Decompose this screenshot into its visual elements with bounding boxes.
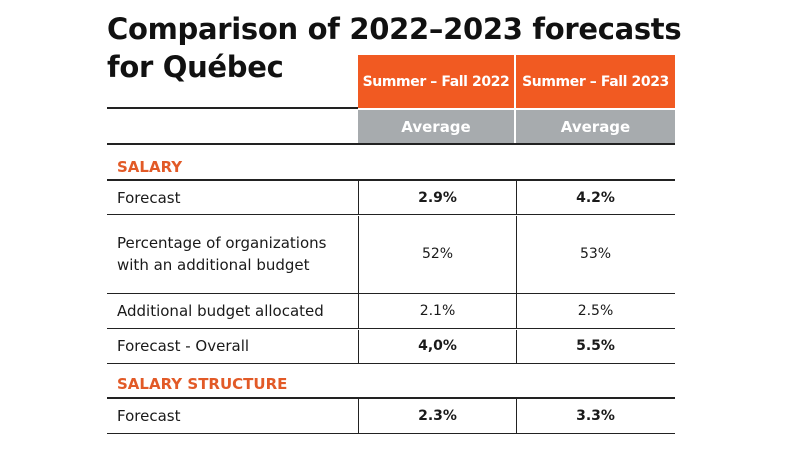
row-label: Percentage of organizations with an addi… [107,215,359,293]
row-label: Forecast - Overall [107,329,359,363]
row-label: Additional budget allocated [107,294,359,328]
row-label: Forecast [107,399,359,433]
cell: 3.3% [576,408,615,424]
cell: 53% [579,246,612,262]
table-row: Forecast 2.9% 4.2% [107,181,675,215]
cell: 2.3% [359,399,517,433]
table-row: Forecast - Overall 4,0% 5.5% [107,329,675,364]
cell: 5.5% [576,338,615,354]
subheader: Average [516,110,675,144]
cell: 2.1% [359,294,517,328]
column-header: Summer – Fall 2023 [516,55,675,108]
row-label: Forecast [107,181,359,214]
divider [107,397,675,399]
section-title-salary-structure: SALARY STRUCTURE [117,375,288,393]
cell: 52% [359,215,517,293]
divider [107,179,675,181]
divider [107,107,358,109]
table-row: Forecast 2.3% 3.3% [107,399,675,434]
subheader: Average [358,110,514,144]
table-row: Additional budget allocated 2.1% 2.5% [107,294,675,329]
divider [107,143,675,145]
column-header: Summer – Fall 2022 [358,55,514,108]
table-row: Percentage of organizations with an addi… [107,215,675,294]
cell: 4,0% [359,329,517,363]
cell: 4.2% [576,189,615,206]
cell: 2.9% [359,181,517,214]
title-line-2: for Québec [107,50,284,84]
title-line-1: Comparison of 2022–2023 forecasts [107,12,682,46]
cell: 2.5% [577,303,614,319]
section-title-salary: SALARY [117,158,183,176]
page-title: Comparison of 2022–2023 forecasts for Qu… [107,10,682,86]
